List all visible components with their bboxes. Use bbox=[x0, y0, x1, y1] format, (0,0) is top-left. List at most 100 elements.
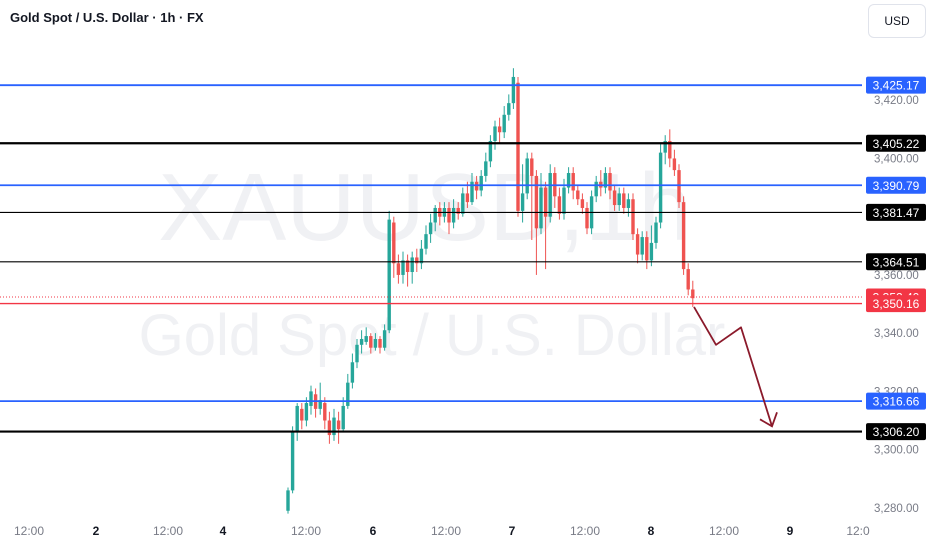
price-tick-label: 3,300.00 bbox=[874, 445, 919, 457]
candle-body bbox=[484, 161, 488, 176]
candle-body bbox=[631, 199, 635, 235]
candle-body bbox=[355, 344, 359, 363]
level-price-badge bbox=[866, 176, 926, 194]
candle-body bbox=[654, 222, 658, 243]
candle-body bbox=[451, 207, 456, 223]
candle-body bbox=[557, 196, 562, 214]
candle-body bbox=[332, 417, 336, 436]
level-price-badge bbox=[866, 253, 926, 271]
candle-body bbox=[410, 257, 414, 273]
price-tick-label: 3,400.00 bbox=[874, 153, 919, 165]
candle-body bbox=[465, 193, 470, 203]
candle-body bbox=[493, 126, 497, 141]
candle-body bbox=[516, 82, 520, 211]
candle-body bbox=[612, 190, 617, 206]
currency-button[interactable]: USD bbox=[868, 4, 926, 38]
time-tick-label: 2 bbox=[93, 524, 100, 538]
level-price-label: 3,306.20 bbox=[873, 425, 920, 439]
candle-body bbox=[635, 234, 640, 255]
candle-body bbox=[645, 237, 649, 261]
price-tick-label: 3,420.00 bbox=[874, 95, 919, 107]
projection-arrow bbox=[693, 306, 778, 428]
candle-body bbox=[401, 260, 405, 275]
candle-body bbox=[415, 257, 419, 264]
candle-body bbox=[497, 126, 502, 133]
candle-body bbox=[668, 140, 672, 159]
level-price-label: 3,350.16 bbox=[873, 297, 920, 311]
level-price-label: 3,405.22 bbox=[873, 137, 920, 151]
candle-body bbox=[622, 193, 626, 208]
time-tick-label: 8 bbox=[648, 524, 655, 538]
time-tick-label: 6 bbox=[370, 524, 377, 538]
horizontal-levels-layer: 3,425.17 3,405.22 3,390.79 3,381.47 3,364.51… bbox=[0, 76, 926, 441]
projection-arrowhead bbox=[759, 412, 778, 428]
candle-body bbox=[295, 405, 299, 433]
level-price-badge bbox=[866, 423, 926, 441]
candle-body bbox=[304, 403, 309, 421]
candle-body bbox=[341, 405, 345, 430]
candle-body bbox=[663, 140, 667, 153]
candle-body bbox=[511, 76, 516, 104]
symbol-watermark: XAUUSD,1h Gold Spot / U.S. Dollar bbox=[139, 154, 726, 368]
candle-body bbox=[548, 173, 552, 217]
candle-body bbox=[318, 400, 322, 409]
candle-body bbox=[658, 152, 663, 223]
level-price-badge bbox=[866, 203, 926, 221]
candle-body bbox=[576, 190, 580, 200]
candle-body bbox=[479, 175, 483, 191]
candle-body bbox=[382, 330, 387, 348]
time-axis[interactable]: 12:00 2 12:00 4 12:00 6 12:00 7 12:00 8 12:00 9 12:0 bbox=[14, 524, 870, 538]
candle-body bbox=[405, 260, 410, 273]
candle-body bbox=[626, 199, 631, 208]
candle-body bbox=[433, 207, 437, 223]
candle-body bbox=[364, 336, 368, 342]
candle-body bbox=[336, 420, 341, 430]
candle-body bbox=[300, 408, 304, 421]
time-tick-label: 7 bbox=[509, 524, 516, 538]
candle-body bbox=[359, 338, 364, 345]
candle-body bbox=[350, 362, 355, 383]
candle-body bbox=[525, 158, 529, 194]
candle-body bbox=[327, 420, 332, 436]
candle-body bbox=[520, 193, 525, 211]
candle-body bbox=[603, 173, 608, 188]
candle-body bbox=[456, 207, 460, 214]
candle-body bbox=[369, 336, 373, 348]
candle-body bbox=[539, 187, 543, 229]
candle-body bbox=[507, 103, 511, 115]
candle-body bbox=[640, 237, 644, 255]
time-tick-label: 12:00 bbox=[709, 524, 739, 538]
candle-body bbox=[387, 219, 391, 331]
candle-body bbox=[608, 173, 612, 191]
price-tick-label: 3,360.00 bbox=[874, 270, 919, 282]
candle-body bbox=[392, 222, 396, 264]
candle-body bbox=[566, 173, 571, 188]
candle-body bbox=[461, 193, 465, 214]
candle-body bbox=[502, 114, 506, 133]
candle-body bbox=[686, 269, 690, 290]
price-tick-label: 3,280.00 bbox=[874, 503, 919, 515]
level-price-label: 3,364.51 bbox=[873, 255, 920, 269]
candle-body bbox=[424, 234, 428, 249]
projection-path bbox=[693, 306, 773, 427]
candle-body bbox=[543, 187, 548, 217]
candle-body bbox=[617, 193, 621, 206]
candle-body bbox=[309, 391, 313, 406]
candle-body bbox=[672, 158, 677, 171]
chart-title: Gold Spot / U.S. Dollar · 1h · FX bbox=[10, 10, 204, 25]
candle-body bbox=[373, 338, 378, 348]
time-tick-label: 12:00 bbox=[14, 524, 44, 538]
price-tick-label: 3,340.00 bbox=[874, 328, 919, 340]
time-tick-label: 12:00 bbox=[291, 524, 321, 538]
candle-body bbox=[447, 207, 451, 223]
watermark-name: Gold Spot / U.S. Dollar bbox=[139, 303, 726, 368]
level-price-label: 3,425.17 bbox=[873, 79, 920, 93]
level-price-badge bbox=[866, 134, 926, 152]
time-tick-label: 12:00 bbox=[431, 524, 461, 538]
candle-body bbox=[681, 202, 686, 270]
candle-body bbox=[323, 403, 327, 421]
candle-body bbox=[286, 490, 290, 511]
candle-body bbox=[691, 289, 695, 299]
candle-body bbox=[530, 158, 534, 176]
